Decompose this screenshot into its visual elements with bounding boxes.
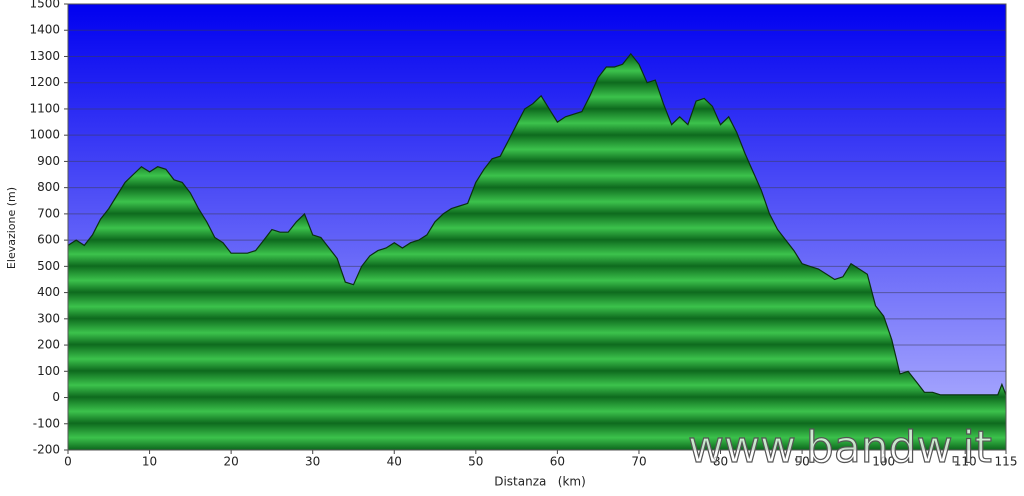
x-tick-label: 115: [995, 455, 1018, 469]
elevation-area: [68, 53, 1006, 451]
x-tick-label: 10: [142, 455, 157, 469]
y-tick-label: 1400: [29, 23, 60, 37]
y-tick-label: 700: [37, 206, 60, 220]
y-tick-label: 1200: [29, 75, 60, 89]
y-tick-label: 0: [52, 390, 60, 404]
x-tick-label: 40: [387, 455, 402, 469]
y-tick-label: 600: [37, 233, 60, 247]
x-tick-label: 80: [713, 455, 728, 469]
y-tick-label: 900: [37, 154, 60, 168]
watermark: www.bandw.it: [688, 422, 992, 473]
y-tick-label: 300: [37, 311, 60, 325]
y-tick-label: 800: [37, 180, 60, 194]
x-tick-label: 110: [954, 455, 977, 469]
y-tick-label: 1000: [29, 128, 60, 142]
y-tick-label: 200: [37, 338, 60, 352]
x-tick-label: 20: [223, 455, 238, 469]
x-tick-label: 100: [872, 455, 895, 469]
x-tick-label: 50: [468, 455, 483, 469]
y-tick-label: 500: [37, 259, 60, 273]
plot-frame: [67, 3, 1007, 451]
y-tick-label: 100: [37, 364, 60, 378]
y-tick-label: 1100: [29, 101, 60, 115]
x-axis-label: Distanza (km): [494, 475, 586, 489]
y-tick-label: -100: [33, 416, 60, 430]
x-tick-label: 60: [550, 455, 565, 469]
y-tick-label: 1300: [29, 49, 60, 63]
elevation-line: [67, 52, 1007, 396]
y-tick-label: 1500: [29, 0, 60, 11]
x-tick-label: 90: [794, 455, 809, 469]
x-tick-label: 0: [64, 455, 72, 469]
y-tick-label: -200: [33, 443, 60, 457]
x-tick-label: 30: [305, 455, 320, 469]
y-tick-label: 400: [37, 285, 60, 299]
y-axis-label: Elevazione (m): [5, 187, 18, 269]
x-tick-label: 70: [631, 455, 646, 469]
